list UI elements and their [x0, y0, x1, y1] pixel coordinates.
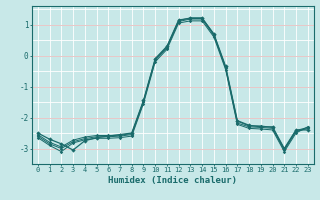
X-axis label: Humidex (Indice chaleur): Humidex (Indice chaleur): [108, 176, 237, 185]
